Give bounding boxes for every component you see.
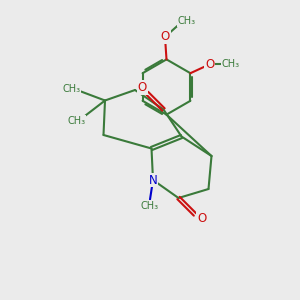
Text: N: N xyxy=(148,173,158,187)
Text: O: O xyxy=(160,30,169,44)
Text: CH₃: CH₃ xyxy=(141,201,159,211)
Text: O: O xyxy=(205,58,214,71)
Text: CH₃: CH₃ xyxy=(68,116,85,126)
Text: CH₃: CH₃ xyxy=(178,16,196,26)
Text: CH₃: CH₃ xyxy=(62,83,80,94)
Text: CH₃: CH₃ xyxy=(222,59,240,69)
Text: O: O xyxy=(197,212,206,225)
Text: O: O xyxy=(138,81,147,94)
